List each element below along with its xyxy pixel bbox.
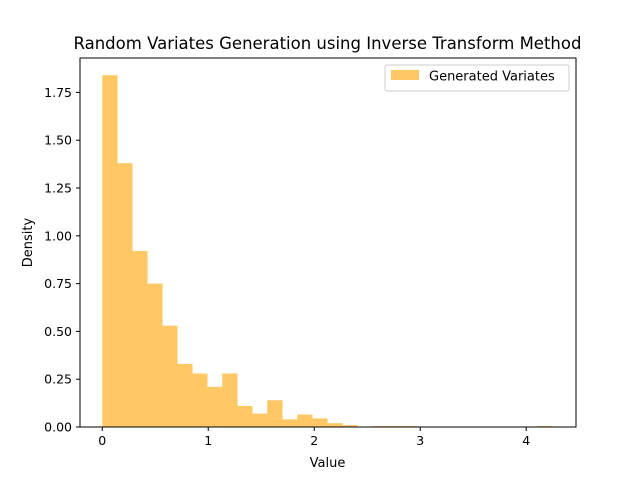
x-tick-label: 2 xyxy=(310,433,318,448)
legend: Generated Variates xyxy=(384,64,570,92)
y-axis: 0.00 0.25 0.50 0.75 1.00 1.25 1.50 1.75 xyxy=(44,85,80,435)
y-tick-label: 1.50 xyxy=(44,133,72,148)
y-tick-label: 0.50 xyxy=(44,324,72,339)
histogram-bar xyxy=(312,418,328,427)
histogram-bar xyxy=(162,325,178,427)
histogram-bar xyxy=(117,163,133,427)
histogram-bar xyxy=(237,405,253,427)
histogram-bars xyxy=(102,75,553,428)
y-tick-label: 0.25 xyxy=(44,372,72,387)
y-tick-label: 1.75 xyxy=(44,85,72,100)
y-axis-label: Density xyxy=(21,217,36,267)
histogram-bar xyxy=(102,75,118,428)
y-tick-label: 1.00 xyxy=(44,228,72,243)
histogram-bar xyxy=(177,363,193,427)
x-tick-label: 4 xyxy=(522,433,530,448)
legend-box xyxy=(384,64,570,92)
legend-label: Generated Variates xyxy=(429,70,555,85)
plot-frame xyxy=(79,57,577,428)
histogram-bar xyxy=(207,386,223,427)
histogram-bar xyxy=(132,251,148,427)
histogram-bar xyxy=(267,400,283,427)
y-tick-label: 0.00 xyxy=(44,420,72,435)
x-tick-label: 0 xyxy=(98,433,106,448)
y-tick-label: 0.75 xyxy=(44,276,72,291)
chart-title: Random Variates Generation using Inverse… xyxy=(74,34,582,53)
x-axis: 0 1 2 3 4 xyxy=(98,427,530,448)
histogram-bar xyxy=(297,414,313,427)
y-tick-label: 1.25 xyxy=(44,181,72,196)
histogram-bar xyxy=(222,373,238,427)
histogram-bar xyxy=(252,413,268,427)
x-tick-label: 1 xyxy=(204,433,212,448)
histogram-bar xyxy=(282,419,298,427)
legend-swatch xyxy=(391,70,419,80)
x-axis-label: Value xyxy=(310,456,346,471)
histogram-bar xyxy=(147,283,163,427)
x-tick-label: 3 xyxy=(416,433,424,448)
histogram-bar xyxy=(327,423,343,427)
histogram-bar xyxy=(342,425,358,427)
histogram-bar xyxy=(192,373,208,427)
